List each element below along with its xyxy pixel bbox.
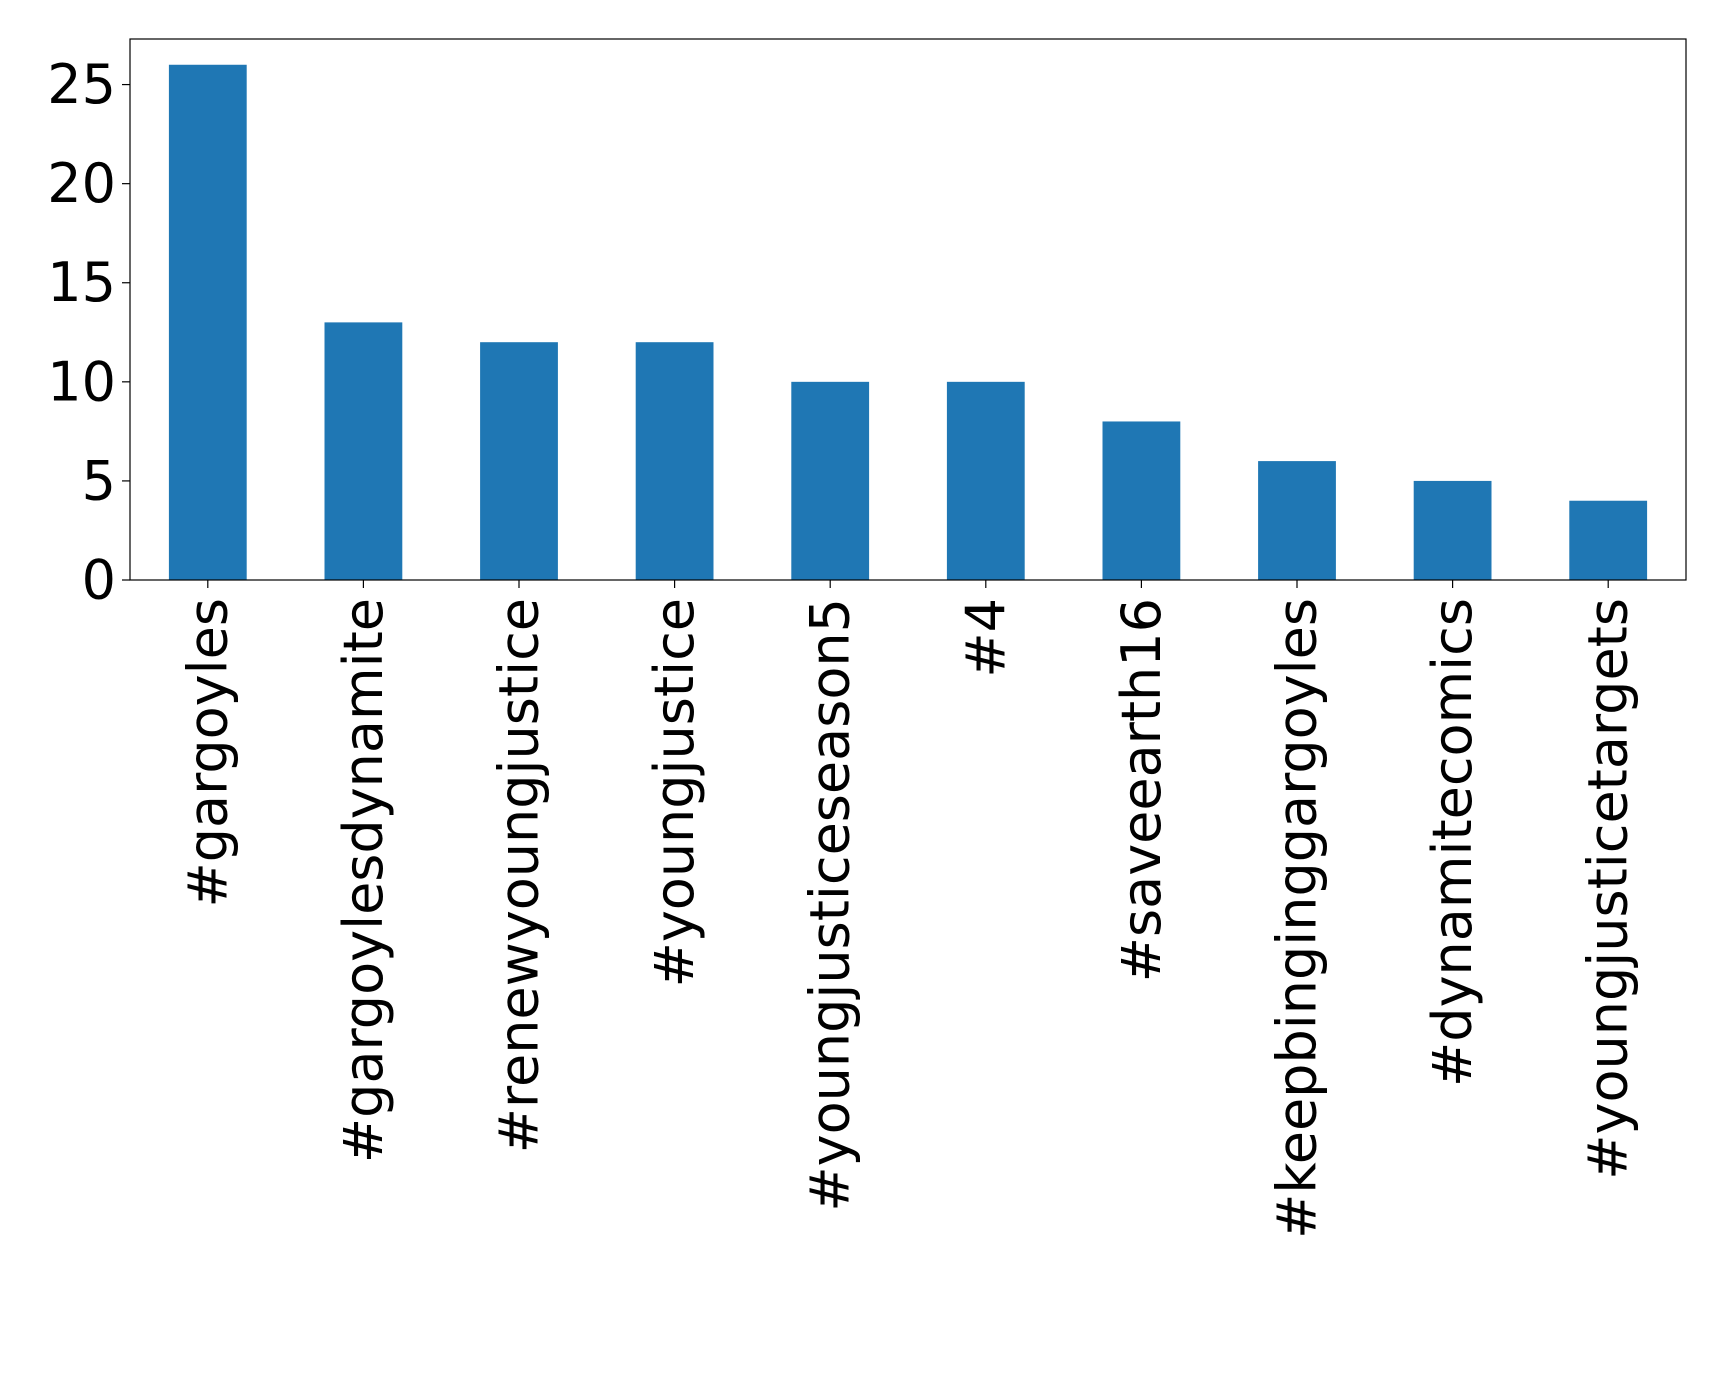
y-axis: 0 5 10 15 20 25	[47, 53, 130, 612]
x-tick-label-1: #gargoylesdynamite	[332, 598, 395, 1163]
y-tick-label-4: 20	[47, 152, 116, 215]
x-tick-label-0: #gargoyles	[176, 598, 239, 908]
x-tick-label-5: #4	[954, 598, 1017, 678]
bars-layer	[168, 64, 1648, 580]
x-tick-label-2: #renewyoungjustice	[488, 598, 551, 1153]
y-tick-label-5: 25	[47, 53, 116, 116]
bar-8	[1413, 480, 1492, 580]
bar-7	[1258, 461, 1336, 580]
bar-9	[1569, 500, 1648, 580]
bar-6	[1102, 421, 1181, 580]
y-tick-label-2: 10	[47, 350, 116, 413]
x-tick-label-3: #youngjustice	[643, 598, 706, 987]
bar-0	[168, 64, 247, 580]
x-tick-label-8: #dynamitecomics	[1421, 598, 1484, 1087]
bar-2	[480, 342, 558, 580]
y-tick-label-0: 0	[82, 549, 116, 612]
bar-5	[946, 381, 1025, 580]
bar-1	[324, 322, 403, 580]
x-tick-label-6: #saveearth16	[1110, 598, 1173, 982]
x-axis: #gargoyles #gargoylesdynamite #renewyoungj…	[176, 580, 1640, 1239]
y-tick-label-1: 5	[82, 449, 116, 512]
bar-4	[791, 381, 870, 580]
x-tick-label-4: #youngjusticeseason5	[799, 598, 862, 1212]
x-tick-label-7: #keepbinginggargoyles	[1266, 598, 1329, 1239]
y-tick-label-3: 15	[47, 251, 116, 314]
x-tick-label-9: #youngjusticetargets	[1577, 598, 1640, 1180]
bar-3	[635, 342, 714, 580]
plot-frame	[129, 38, 1687, 581]
